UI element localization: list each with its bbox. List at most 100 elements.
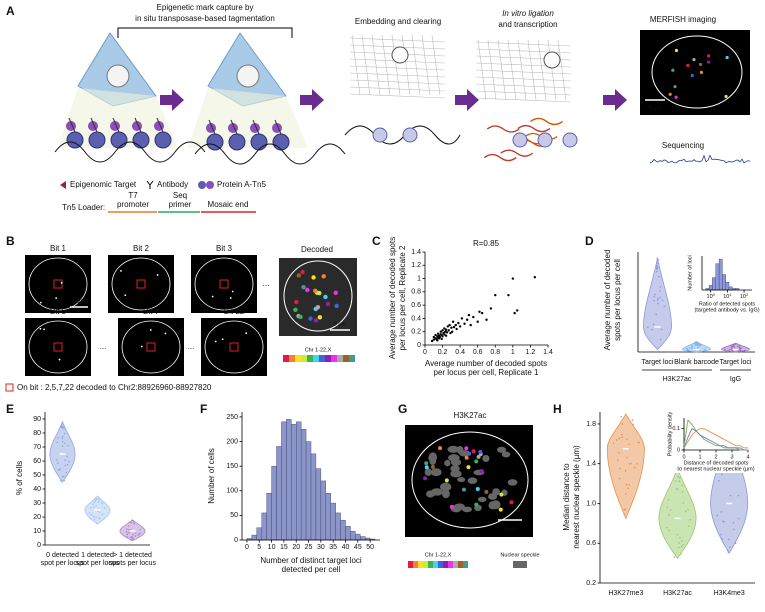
- violin: [710, 428, 749, 554]
- violin: [721, 342, 750, 353]
- violin-texture: [130, 539, 133, 542]
- y-tick-label: 200: [226, 438, 238, 445]
- spot: [149, 329, 152, 331]
- gel-mesh: [475, 39, 572, 101]
- chr-color: [313, 355, 319, 362]
- violin-texture: [656, 266, 659, 269]
- nucleus-outline: [28, 257, 88, 311]
- violin-texture: [628, 484, 630, 486]
- loader-part: primer: [169, 200, 192, 209]
- x-tick-label: 50: [366, 544, 374, 551]
- violin-texture: [732, 521, 735, 524]
- x-tick-label-power: 2: [746, 292, 749, 297]
- gel-mesh: [475, 39, 572, 101]
- violin-texture: [55, 459, 58, 461]
- histogram-bar: [300, 429, 307, 541]
- y-tick-label: 0.6: [411, 302, 421, 309]
- violin-texture: [60, 424, 63, 427]
- merfish-image: [640, 30, 750, 115]
- violin-texture: [103, 507, 106, 509]
- y-tick-label: 0: [417, 342, 421, 349]
- violin-texture: [666, 506, 669, 508]
- histogram-bar: [355, 533, 361, 541]
- violin-texture: [62, 426, 64, 429]
- nucleus: [543, 51, 561, 69]
- violin-texture: [739, 349, 741, 352]
- violin-texture: [652, 323, 655, 326]
- category-label: Blank barcode: [674, 359, 719, 366]
- violin-texture: [658, 275, 660, 278]
- y-tick-label-text: 1.0: [586, 500, 596, 507]
- violin-texture: [660, 328, 663, 331]
- step-title: In vitro ligation: [502, 9, 554, 18]
- decoded-spot: [461, 487, 466, 492]
- scatter-point: [455, 327, 458, 331]
- bit-label: Bit 3: [216, 244, 233, 253]
- decoded-spot: [424, 465, 429, 470]
- violin-texture: [95, 522, 98, 525]
- violin-texture: [92, 503, 94, 506]
- violin-texture: [132, 538, 135, 541]
- histogram-bar: [315, 468, 322, 541]
- decoded-spot: [476, 454, 481, 459]
- y-tick-label: 40: [33, 486, 41, 493]
- violin-texture: [90, 506, 92, 509]
- spot: [231, 290, 234, 293]
- y-axis-label: Average number of decoded: [603, 250, 612, 351]
- violin-texture: [673, 556, 676, 558]
- scatter-point: [441, 335, 444, 338]
- category-label: spots per locus: [109, 560, 157, 567]
- histogram-bar: [261, 512, 267, 541]
- chart-title: R=0.85: [473, 239, 500, 248]
- violin-texture: [621, 433, 623, 436]
- gel-mesh: [349, 34, 446, 96]
- scatter-point: [463, 322, 466, 325]
- violin-texture: [729, 546, 731, 549]
- scatter-point: [436, 332, 440, 335]
- violin-texture: [681, 540, 683, 542]
- gel-mesh: [349, 34, 446, 96]
- x-axis-label: Average number of decoded spots: [425, 359, 547, 368]
- antibody: [156, 117, 164, 133]
- scatter-point: [516, 309, 519, 312]
- y-tick-label: 250: [226, 414, 238, 421]
- violin-texture: [689, 519, 691, 521]
- decoded-spot: [474, 459, 479, 464]
- violin-texture: [63, 442, 66, 444]
- panel-label: G: [398, 402, 407, 416]
- scatter-point: [513, 311, 516, 315]
- arrow: [160, 89, 184, 111]
- violin-texture: [666, 526, 668, 529]
- scatter-point: [447, 329, 450, 332]
- violin-texture: [128, 528, 130, 531]
- bit-label: Bit 7: [143, 307, 160, 316]
- violin-texture: [626, 438, 628, 440]
- violin-texture: [676, 488, 679, 491]
- violin-texture: [621, 436, 623, 439]
- speckle: [428, 452, 437, 462]
- decoded-spot: [308, 316, 313, 321]
- chr-color: [301, 355, 307, 362]
- nucleosome: [402, 127, 418, 143]
- nucleus-outline: [651, 35, 743, 109]
- violin-texture: [624, 508, 627, 511]
- x-tick-label: 101: [723, 292, 732, 300]
- gel-mesh: [349, 34, 446, 96]
- decoded-spot: [478, 449, 483, 454]
- violin-texture: [63, 428, 65, 430]
- decoded-spot: [499, 492, 504, 497]
- x-tick-label: 0: [423, 349, 427, 356]
- nucleosome: [512, 132, 528, 148]
- rna: [483, 153, 517, 162]
- antibody: [274, 119, 282, 135]
- spot: [671, 68, 675, 72]
- violin-texture: [127, 525, 130, 527]
- gel-mesh: [349, 34, 446, 96]
- speckle: [459, 450, 471, 457]
- violin-texture: [740, 350, 742, 353]
- histogram-bar: [310, 453, 317, 541]
- histogram-bar: [345, 526, 351, 541]
- violin-texture: [653, 299, 655, 302]
- chr-color: [325, 355, 331, 362]
- step-title: in situ transposase-based tagmentation: [135, 14, 275, 23]
